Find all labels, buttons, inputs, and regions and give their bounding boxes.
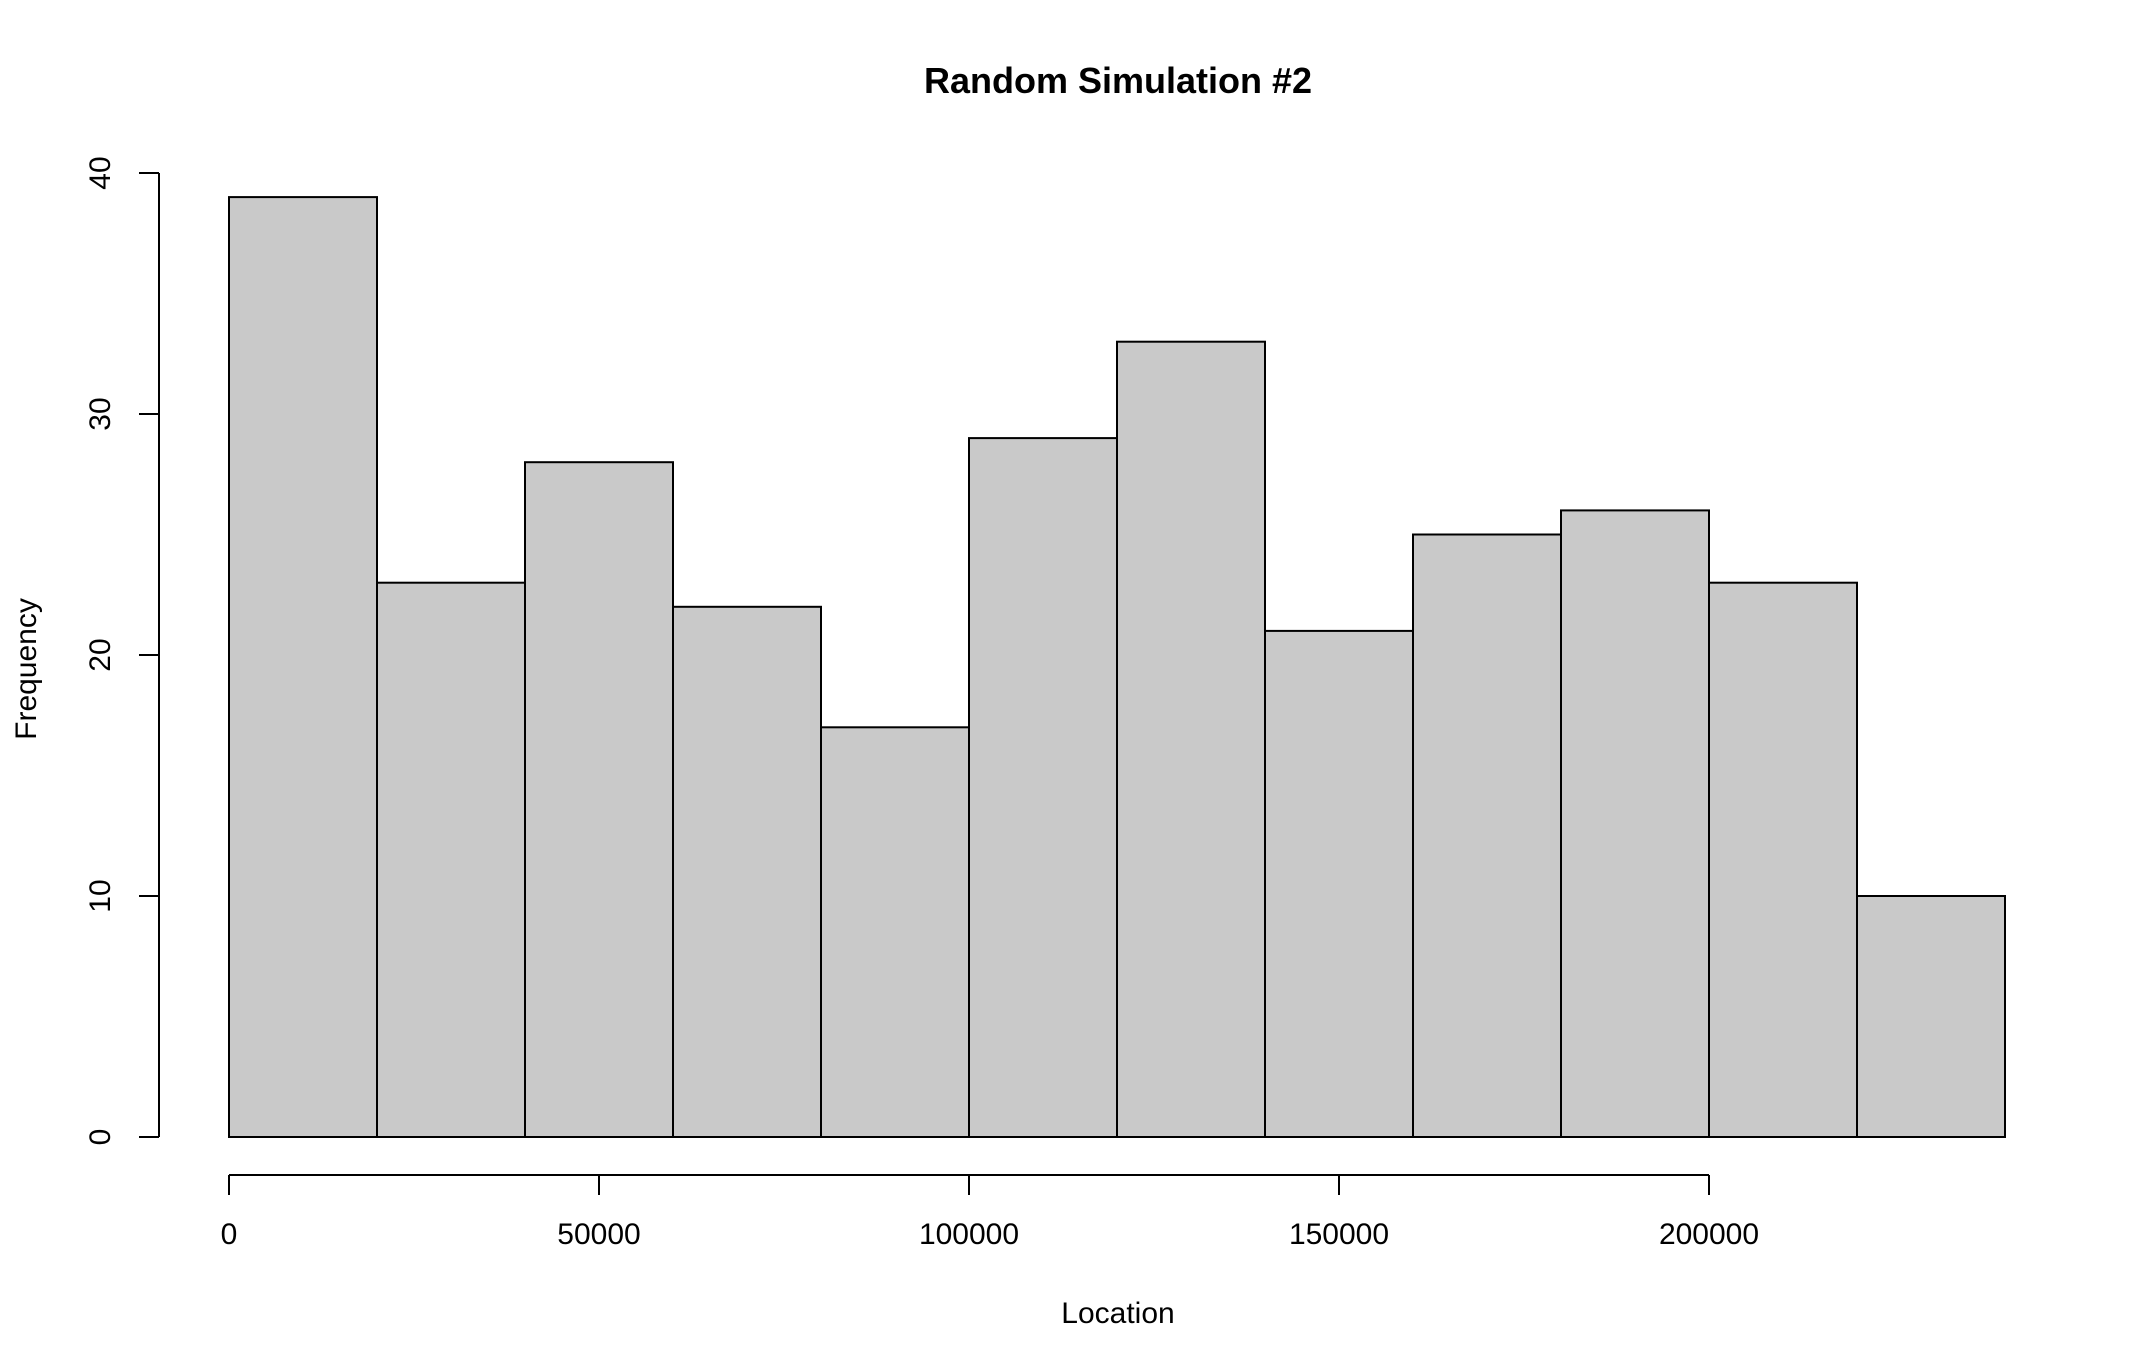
histogram-bar: [524, 461, 674, 1138]
y-tick-label: 20: [84, 638, 117, 671]
x-tick-label: 50000: [557, 1218, 640, 1251]
histogram-bar: [672, 605, 822, 1138]
histogram-bar: [1116, 340, 1266, 1138]
y-tick-label: 10: [84, 879, 117, 912]
histogram-bar: [820, 726, 970, 1138]
y-tick-label: 0: [84, 1129, 117, 1146]
x-tick-label: 200000: [1659, 1218, 1759, 1251]
x-axis: 0 50000 100000 150000 200000: [221, 1174, 1759, 1251]
histogram-bar: [1856, 895, 2006, 1138]
histogram-bar: [228, 196, 378, 1139]
y-axis: 0 10 20 30 40: [84, 156, 160, 1146]
histogram-bar: [1708, 581, 1858, 1138]
histogram-bar: [1560, 509, 1710, 1138]
bars-group: [228, 196, 2006, 1139]
y-tick-label: 30: [84, 397, 117, 430]
x-tick-label: 100000: [919, 1218, 1019, 1251]
histogram-bar: [1264, 629, 1414, 1139]
y-axis-label: Frequency: [10, 598, 43, 740]
histogram-bar: [968, 437, 1118, 1139]
y-tick-label: 40: [84, 156, 117, 189]
x-axis-label: Location: [1061, 1297, 1174, 1330]
histogram-bar: [1412, 533, 1562, 1138]
x-tick-label: 150000: [1289, 1218, 1389, 1251]
x-tick-label: 0: [221, 1218, 238, 1251]
chart-title: Random Simulation #2: [924, 60, 1312, 101]
histogram-bar: [376, 581, 526, 1138]
